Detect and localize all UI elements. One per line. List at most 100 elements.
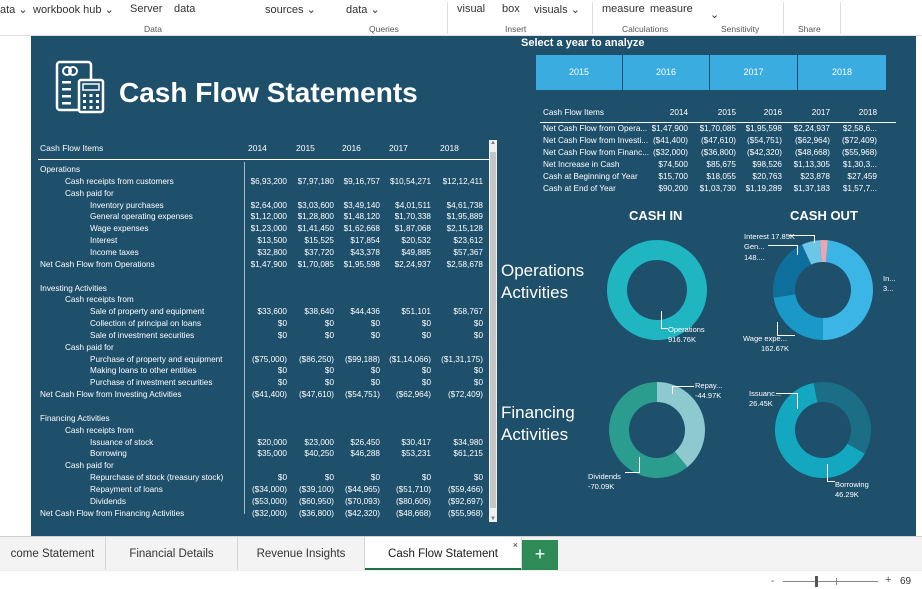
ribbon-item-enter-data[interactable]: data (174, 3, 196, 15)
ribbon-item-data-partial[interactable]: ata ⌄ (0, 4, 28, 16)
summary-header-year[interactable]: 2018 (858, 108, 877, 117)
table-header-year[interactable]: 2016 (342, 143, 361, 153)
row-value: $0 (370, 366, 380, 376)
donut-slice[interactable] (606, 240, 707, 340)
row-value: ($55,968) (447, 508, 483, 518)
row-value: $1,87,068 (394, 224, 431, 234)
row-value: ($36,800) (298, 508, 334, 518)
financing-activities-title: Financing Activities (501, 403, 575, 444)
row-label: Cash paid for (65, 461, 114, 471)
summary-row-value: $1,57,7... (842, 184, 877, 193)
row-value: ($48,668) (395, 508, 431, 518)
summary-row-label: Net Cash Flow from Investi... (543, 136, 649, 145)
scroll-up-icon[interactable]: ▲ (490, 140, 496, 146)
row-label: Interest (90, 236, 118, 246)
zoom-out-icon[interactable]: - (771, 576, 775, 587)
row-value: $0 (324, 330, 334, 340)
zoom-slider-thumb[interactable] (815, 576, 818, 587)
fin-in-donut[interactable] (609, 382, 705, 479)
ops-out-donut[interactable] (772, 240, 873, 340)
fin-out-label: Borrowing 46.29K (835, 480, 869, 499)
ribbon-item-more-visuals[interactable]: visuals ⌄ (534, 4, 580, 16)
ops-in-donut[interactable] (606, 240, 707, 340)
row-value: $15,525 (304, 236, 334, 246)
row-value: $2,58,678 (446, 259, 483, 269)
tab-revenue-insights[interactable]: Revenue Insights (238, 537, 365, 571)
row-value: ($92,697) (447, 496, 483, 506)
cash-flow-detail-table: Cash Flow Items 2014 2015 2016 2017 2018… (38, 140, 497, 522)
row-value: $35,000 (257, 449, 287, 459)
year-button-2016[interactable]: 2016 (623, 55, 709, 90)
row-value: ($44,965) (344, 484, 380, 494)
zoom-in-icon[interactable]: + (885, 574, 892, 586)
row-value: $44,436 (350, 307, 380, 317)
add-page-button[interactable]: + (522, 540, 558, 570)
row-value: $0 (277, 366, 287, 376)
ribbon-item-text-box[interactable]: box (502, 3, 520, 15)
row-value: $38,640 (304, 307, 334, 317)
summary-row-value: ($48,668) (794, 148, 830, 157)
scrollbar-thumb[interactable] (490, 152, 496, 508)
zoom-slider-track[interactable] (783, 581, 878, 582)
row-label: Cash paid for (65, 342, 114, 352)
table-header-year[interactable]: 2017 (389, 143, 408, 153)
summary-row-value: $2,24,937 (793, 124, 830, 133)
table-row: Making loans to other entities $0 $0 $0 $0 $0 (38, 366, 490, 378)
ribbon-separator (592, 2, 593, 34)
donut-slice[interactable] (657, 382, 705, 468)
summary-header-year[interactable]: 2015 (717, 108, 736, 117)
summary-row-value: $23,878 (800, 172, 830, 181)
summary-header-year[interactable]: 2014 (669, 108, 688, 117)
tab-financial-details[interactable]: Financial Details (106, 537, 238, 571)
table-row: Investing Activities (38, 284, 490, 296)
table-header-year[interactable]: 2015 (296, 143, 315, 153)
year-button-2017[interactable]: 2017 (710, 55, 797, 90)
ribbon-item-workbook-hub[interactable]: workbook hub ⌄ (33, 4, 114, 16)
table-row: Cash receipts from customers $6,93,200 $7,… (38, 177, 490, 189)
donut-slice[interactable] (772, 244, 812, 298)
ribbon-item-refresh-data[interactable]: data ⌄ (346, 4, 380, 16)
row-label: Operations (40, 165, 81, 174)
row-value: ($39,100) (298, 484, 334, 494)
ribbon-item-new-measure[interactable]: measure (602, 3, 645, 15)
row-value: $0 (324, 473, 334, 483)
ribbon-item-sql-server[interactable]: Server (130, 3, 163, 15)
sheet-tab-bar: come Statement Financial Details Revenue… (0, 536, 922, 571)
summary-header-year[interactable]: 2017 (811, 108, 830, 117)
table-header-year[interactable]: 2014 (248, 143, 267, 153)
row-value: ($53,000) (251, 496, 287, 506)
status-bar: - + 69 (0, 570, 922, 589)
row-value: $0 (421, 366, 431, 376)
table-scrollbar[interactable]: ▲ ▼ (489, 140, 497, 522)
tab-cash-flow-statement[interactable]: Cash Flow Statement × (365, 537, 522, 571)
close-tab-icon[interactable]: × (512, 540, 518, 550)
donut-slice[interactable] (820, 240, 828, 263)
summary-row-label: Net Cash Flow from Financ... (543, 148, 650, 157)
donut-slice[interactable] (773, 294, 823, 340)
ribbon-item-new-visual[interactable]: visual (457, 3, 486, 15)
scroll-down-icon[interactable]: ▼ (490, 516, 496, 522)
table-header-year[interactable]: 2018 (440, 143, 459, 153)
table-row: Wage expenses $1,23,000 $1,41,450 $1,62,668… (38, 224, 490, 236)
ribbon-group-label: Share (798, 24, 821, 34)
table-row: Collection of principal on loans $0 $0 $0 $0… (38, 319, 490, 331)
tab-income-statement[interactable]: come Statement (0, 537, 106, 571)
row-value: ($32,000) (251, 508, 287, 518)
year-button-2018[interactable]: 2018 (798, 55, 886, 90)
summary-row-value: $27,459 (847, 172, 877, 181)
donut-slice[interactable] (801, 240, 822, 265)
row-value: $0 (421, 378, 431, 388)
table-row: Cash paid for (38, 189, 490, 201)
ribbon-separator (783, 2, 784, 34)
ribbon-sensitivity-dropdown[interactable]: ⌄ (710, 8, 719, 21)
table-row: Inventory purchases $2,64,000 $3,03,600 $3,… (38, 201, 490, 213)
donut-slice[interactable] (813, 382, 872, 454)
ribbon-item-quick-measure[interactable]: measure (650, 3, 693, 15)
year-button-2015[interactable]: 2015 (536, 55, 622, 90)
row-value: $2,64,000 (250, 200, 287, 210)
row-value: $17,854 (350, 236, 380, 246)
summary-header-year[interactable]: 2016 (763, 108, 782, 117)
donut-slice[interactable] (822, 240, 873, 340)
ribbon-item-data-sources[interactable]: sources ⌄ (265, 4, 316, 16)
donut-slice[interactable] (609, 382, 688, 479)
